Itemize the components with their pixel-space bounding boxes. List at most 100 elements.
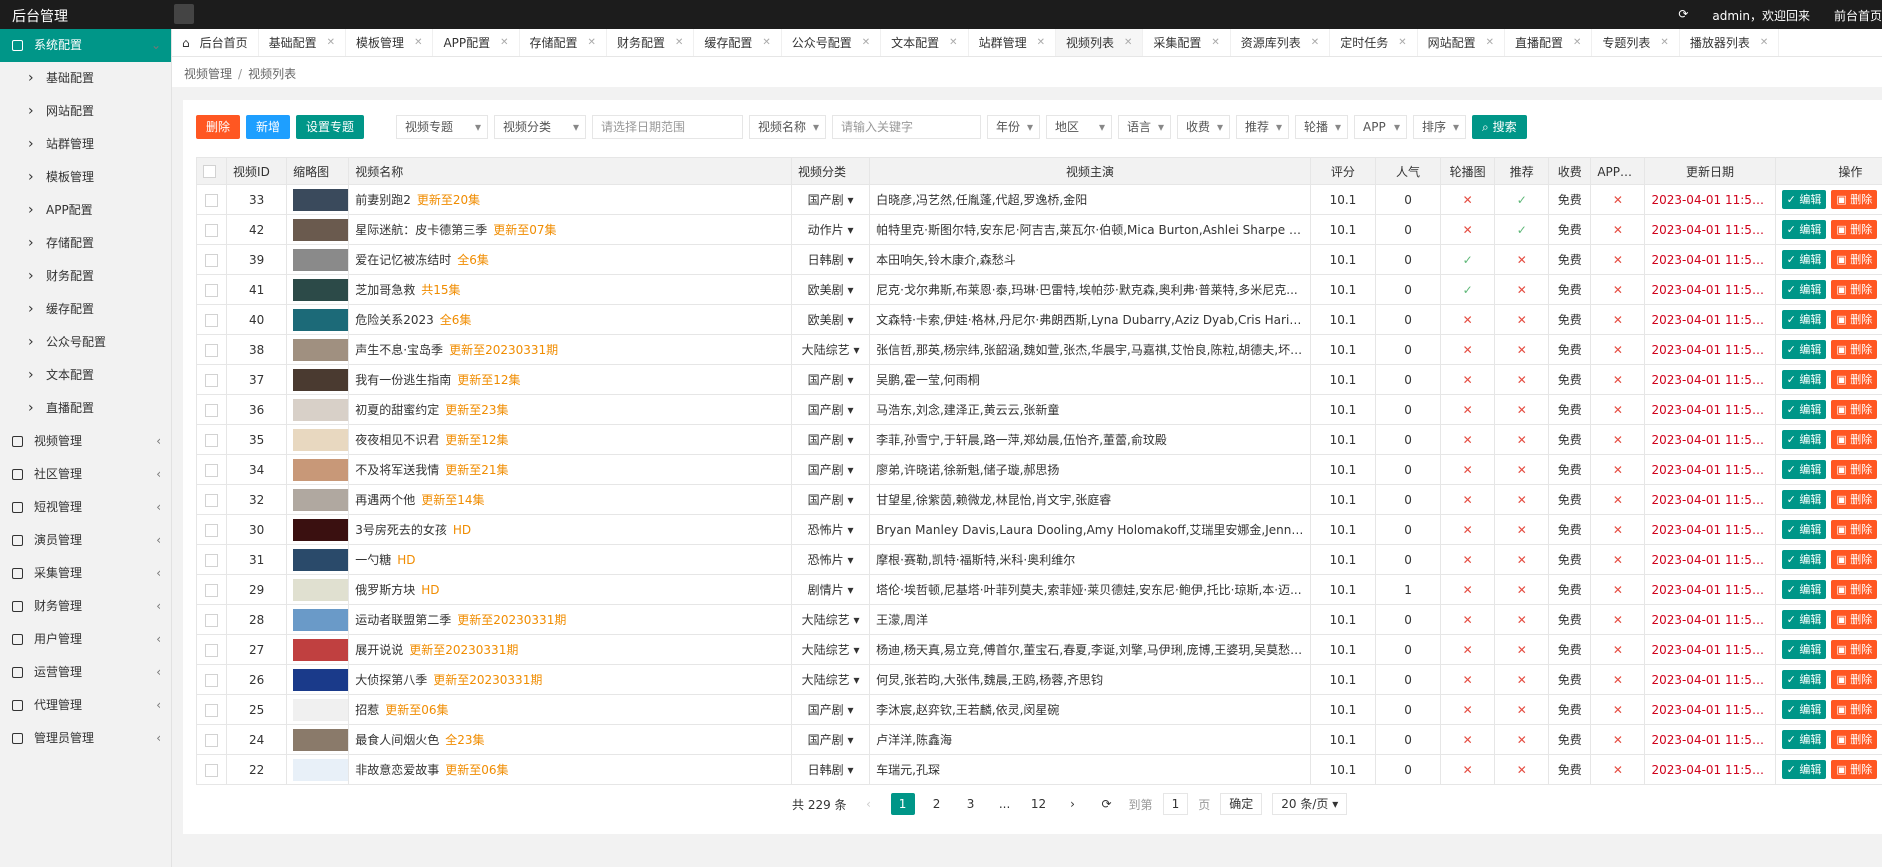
category[interactable]: 欧美剧 — [807, 313, 844, 327]
checkbox[interactable] — [205, 463, 219, 477]
action-button[interactable]: ✓ 编辑 — [1781, 730, 1827, 749]
carousel-flag[interactable]: ✕ — [1462, 192, 1473, 207]
recommend-flag[interactable]: ✕ — [1516, 372, 1527, 387]
menu-item[interactable]: 短视管理 ‹ — [0, 491, 171, 524]
action-button[interactable]: ✓ 编辑 — [1781, 610, 1827, 629]
category[interactable]: 恐怖片 — [807, 553, 844, 567]
submenu-item[interactable]: 存储配置 — [0, 227, 171, 260]
carousel-flag[interactable]: ✕ — [1462, 642, 1473, 657]
action-button[interactable]: ✓ 编辑 — [1781, 460, 1827, 479]
submenu-item[interactable]: 站群管理 — [0, 128, 171, 161]
recommend-flag[interactable]: ✕ — [1516, 522, 1527, 537]
category[interactable]: 大陆综艺 — [801, 613, 850, 627]
category[interactable]: 大陆综艺 — [801, 673, 850, 687]
checkbox[interactable] — [205, 673, 219, 687]
recommend-flag[interactable]: ✕ — [1516, 582, 1527, 597]
action-button[interactable]: ✓ 编辑 — [1781, 280, 1827, 299]
checkbox[interactable] — [205, 523, 219, 537]
tab[interactable]: 缓存配置 ✕ — [694, 29, 782, 56]
filter-select[interactable]: 语言 — [1118, 115, 1172, 139]
tab[interactable]: 模板管理 ✕ — [346, 29, 434, 56]
action-button[interactable]: ✓ 编辑 — [1781, 550, 1827, 569]
category[interactable]: 欧美剧 — [807, 283, 844, 297]
category[interactable]: 大陆综艺 — [801, 643, 850, 657]
recommend-flag[interactable]: ✕ — [1516, 672, 1527, 687]
action-button[interactable]: ✓ 编辑 — [1781, 310, 1827, 329]
category[interactable]: 国产剧 — [807, 373, 844, 387]
submenu-item[interactable]: 网站配置 — [0, 95, 171, 128]
app-flag[interactable]: ✕ — [1612, 462, 1623, 477]
app-flag[interactable]: ✕ — [1612, 282, 1623, 297]
checkbox[interactable] — [205, 583, 219, 597]
action-button[interactable]: ✓ 编辑 — [1781, 370, 1827, 389]
menu-item[interactable]: 演员管理 ‹ — [0, 524, 171, 557]
checkbox[interactable] — [205, 373, 219, 387]
app-flag[interactable]: ✕ — [1612, 642, 1623, 657]
app-flag[interactable]: ✕ — [1612, 252, 1623, 267]
fold-button[interactable] — [174, 4, 194, 24]
action-button[interactable]: ✓ 编辑 — [1781, 670, 1827, 689]
carousel-flag[interactable]: ✕ — [1462, 462, 1473, 477]
app-flag[interactable]: ✕ — [1612, 342, 1623, 357]
tab[interactable]: ⌂ 后台首页 — [172, 29, 259, 56]
filter-select[interactable]: 地区 — [1046, 115, 1113, 139]
goto-input[interactable]: 1 — [1162, 793, 1189, 815]
checkbox[interactable] — [205, 703, 219, 717]
prev-page[interactable]: ‹ — [866, 797, 871, 811]
checkbox[interactable] — [205, 613, 219, 627]
carousel-flag[interactable]: ✓ — [1462, 282, 1473, 297]
recommend-flag[interactable]: ✕ — [1516, 762, 1527, 777]
app-flag[interactable]: ✕ — [1612, 192, 1623, 207]
tab-close[interactable]: ✕ — [1211, 37, 1220, 48]
action-button[interactable]: ✓ 编辑 — [1781, 700, 1827, 719]
menu-item[interactable]: 社区管理 ‹ — [0, 458, 171, 491]
carousel-flag[interactable]: ✕ — [1462, 312, 1473, 327]
checkbox[interactable] — [203, 165, 216, 178]
category[interactable]: 国产剧 — [807, 703, 844, 717]
carousel-flag[interactable]: ✕ — [1462, 732, 1473, 747]
checkbox[interactable] — [205, 193, 219, 207]
tab[interactable]: 网站配置 ✕ — [1418, 29, 1505, 56]
app-flag[interactable]: ✕ — [1612, 672, 1623, 687]
page-number[interactable]: 3 — [966, 797, 975, 811]
action-button[interactable]: ▣ 删除 — [1831, 400, 1878, 419]
filter-select[interactable]: 年份 — [987, 115, 1041, 139]
category[interactable]: 国产剧 — [807, 403, 844, 417]
tab[interactable]: 直播配置 ✕ — [1505, 29, 1593, 56]
tab-close[interactable]: ✕ — [762, 37, 771, 48]
filter-select[interactable]: 视频分类 — [494, 115, 587, 139]
checkbox[interactable] — [205, 553, 219, 567]
crumb-item[interactable]: 视频管理 — [184, 67, 233, 81]
home-link[interactable]: 前台首页 — [1833, 9, 1882, 23]
submenu-item[interactable]: 文本配置 — [0, 359, 171, 392]
tab-close[interactable]: ✕ — [1660, 37, 1669, 48]
submenu-item[interactable]: 直播配置 — [0, 392, 171, 425]
action-button[interactable]: ▣ 删除 — [1831, 640, 1878, 659]
submenu-item[interactable]: 缓存配置 — [0, 293, 171, 326]
app-flag[interactable]: ✕ — [1612, 222, 1623, 237]
checkbox[interactable] — [205, 283, 219, 297]
page-number[interactable]: 12 — [1030, 797, 1047, 811]
recommend-flag[interactable]: ✕ — [1516, 552, 1527, 567]
category[interactable]: 剧情片 — [807, 583, 844, 597]
tab[interactable]: 播放器列表 ✕ — [1680, 29, 1780, 56]
refresh[interactable]: ⟳ — [1101, 797, 1112, 811]
carousel-flag[interactable]: ✕ — [1462, 702, 1473, 717]
toolbar-button[interactable]: 设置专题 — [296, 115, 365, 139]
category[interactable]: 国产剧 — [807, 733, 844, 747]
carousel-flag[interactable]: ✕ — [1462, 552, 1473, 567]
checkbox[interactable] — [205, 763, 219, 777]
app-flag[interactable]: ✕ — [1612, 522, 1623, 537]
tab-close[interactable]: ✕ — [1310, 37, 1320, 48]
filter-select[interactable]: 收费 — [1177, 115, 1231, 139]
menu-item[interactable]: 采集管理 ‹ — [0, 557, 171, 590]
page-number[interactable]: 1 — [890, 793, 915, 815]
category[interactable]: 日韩剧 — [807, 763, 844, 777]
tab-close[interactable]: ✕ — [326, 37, 336, 48]
action-button[interactable]: ▣ 删除 — [1831, 520, 1878, 539]
action-button[interactable]: ▣ 删除 — [1831, 280, 1878, 299]
menu-item[interactable]: 管理员管理 ‹ — [0, 722, 171, 755]
app-flag[interactable]: ✕ — [1612, 582, 1623, 597]
carousel-flag[interactable]: ✕ — [1462, 762, 1473, 777]
carousel-flag[interactable]: ✕ — [1462, 582, 1473, 597]
